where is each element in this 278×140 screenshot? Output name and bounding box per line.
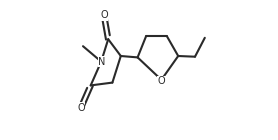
Text: O: O bbox=[158, 76, 165, 86]
Text: O: O bbox=[100, 10, 108, 20]
Text: O: O bbox=[77, 103, 85, 113]
Text: N: N bbox=[98, 57, 106, 67]
